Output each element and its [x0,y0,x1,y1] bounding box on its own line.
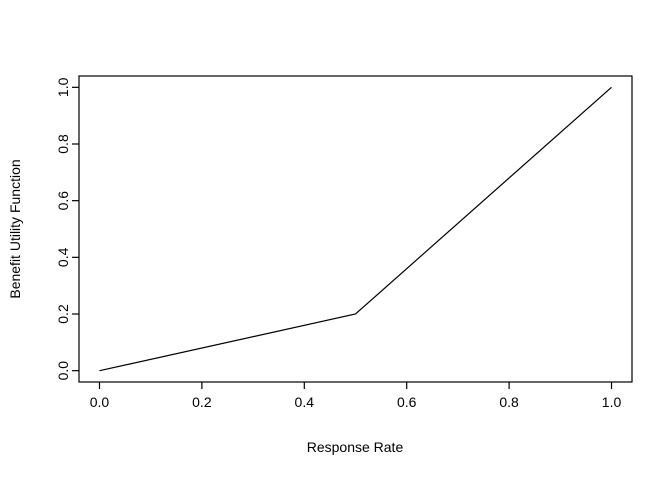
y-axis-label: Benefit Utility Function [7,159,23,298]
y-tick-label: 0.4 [55,247,71,267]
x-axis-label: Response Rate [307,439,404,455]
x-tick-label: 0.6 [397,394,417,410]
x-axis-ticks: 0.0 0.2 0.4 0.6 0.8 1.0 [90,382,622,410]
y-tick-label: 1.0 [55,77,71,97]
x-tick-label: 0.8 [499,394,519,410]
x-tick-label: 1.0 [602,394,622,410]
y-axis-ticks: 0.0 0.2 0.4 0.6 0.8 1.0 [55,77,79,380]
y-tick-label: 0.8 [55,134,71,154]
y-tick-label: 0.0 [55,361,71,381]
y-tick-label: 0.6 [55,191,71,211]
y-tick-label: 0.2 [55,304,71,324]
x-tick-label: 0.4 [295,394,315,410]
x-tick-label: 0.0 [90,394,110,410]
utility-function-line [99,86,612,372]
plot-border [78,75,633,383]
x-tick-label: 0.2 [192,394,212,410]
